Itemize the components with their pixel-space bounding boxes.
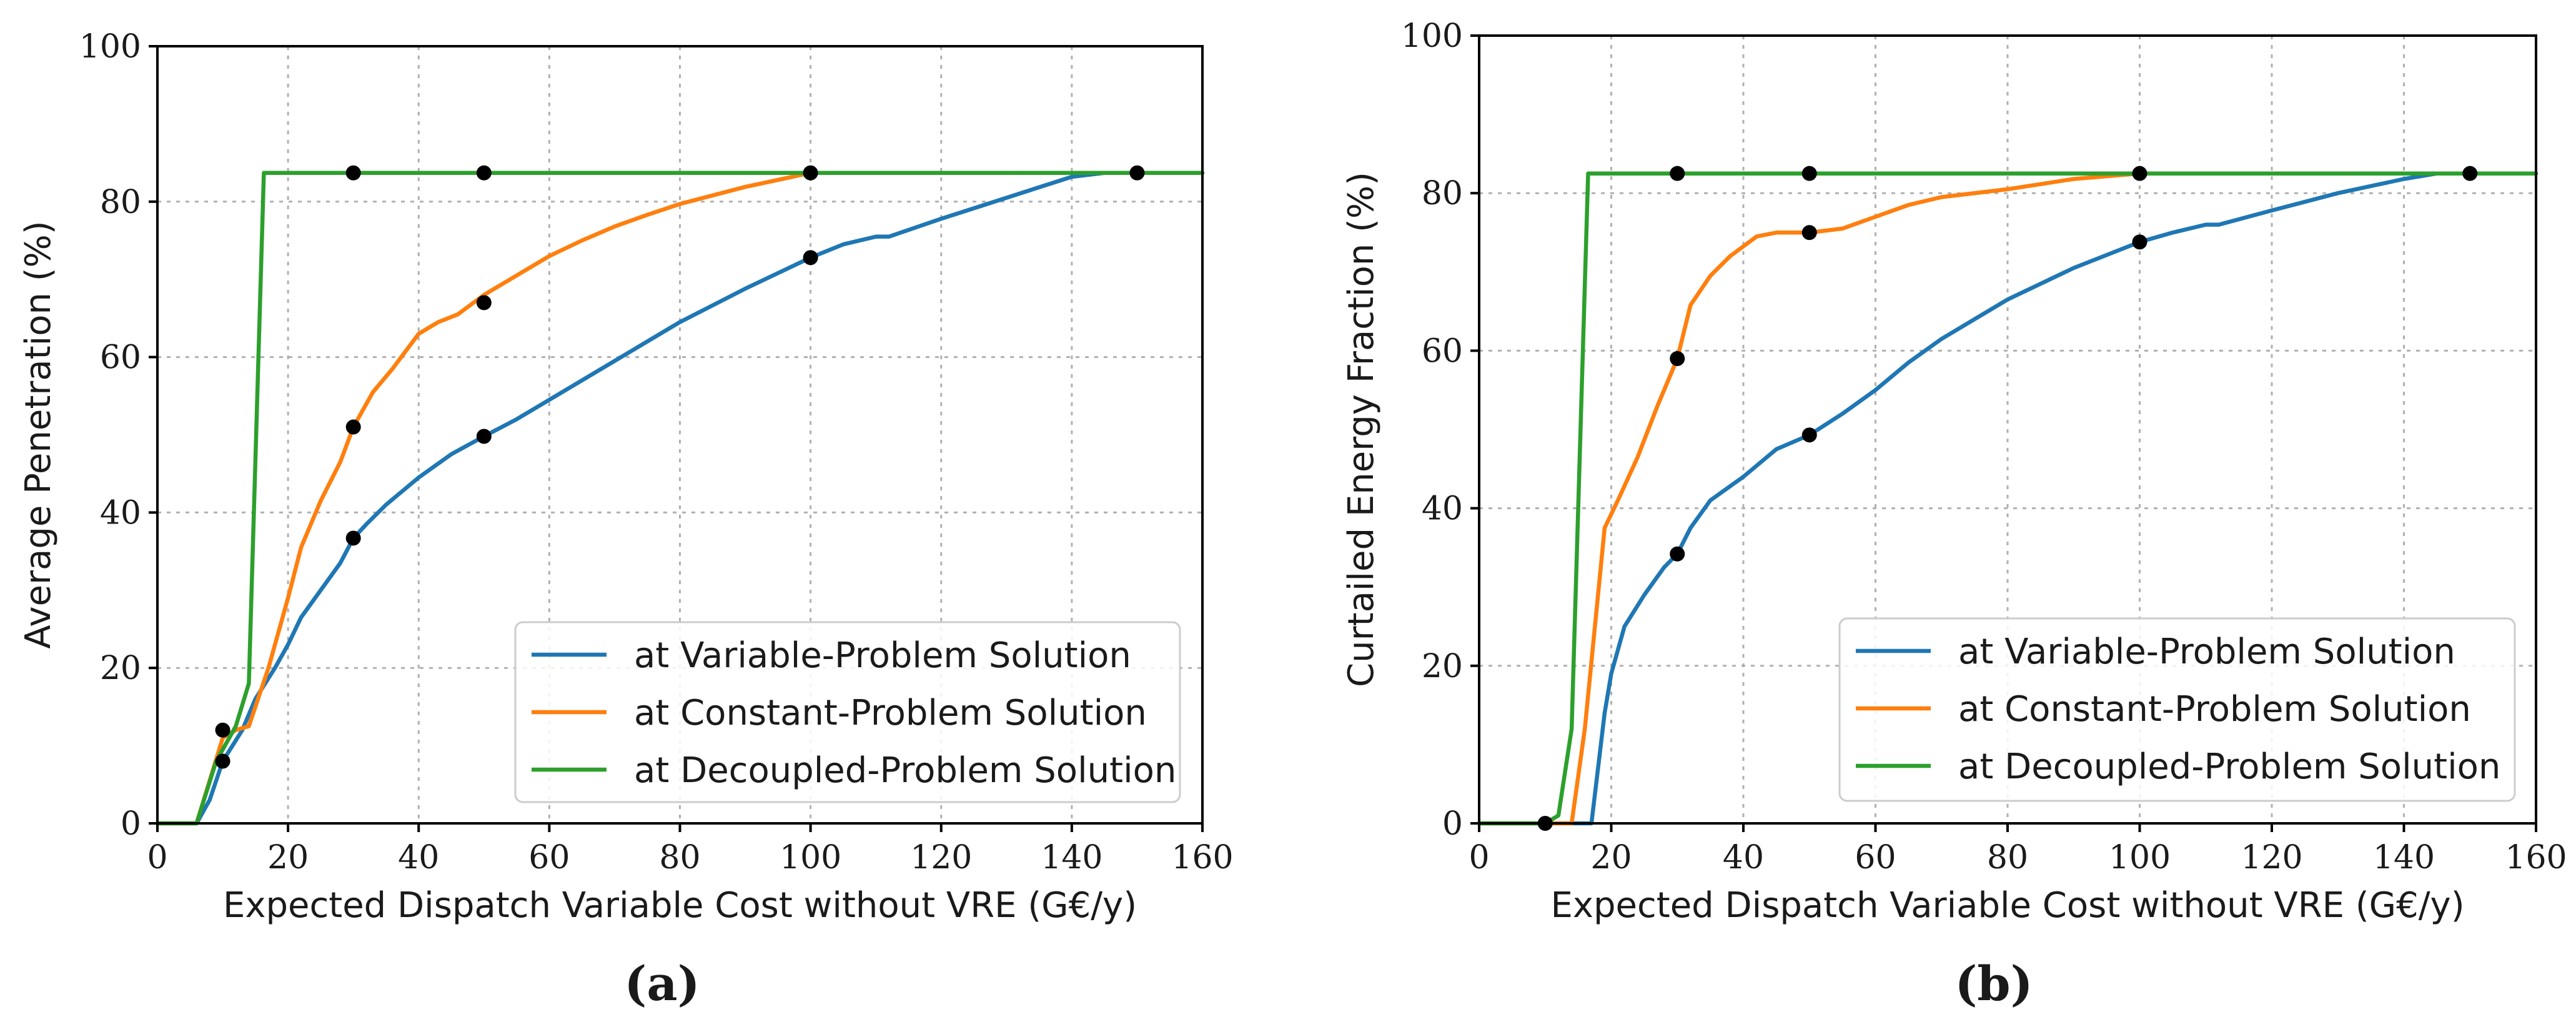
legend-label-constant: at Constant-Problem Solution	[1958, 689, 2471, 730]
x-tick-label: 0	[147, 839, 167, 876]
data-markers	[1537, 166, 2478, 831]
series-line-variable	[1477, 171, 2539, 826]
y-tick-label: 60	[1422, 332, 1463, 370]
x-tick-label: 40	[398, 839, 439, 876]
data-point-marker	[803, 165, 818, 181]
x-tick-label: 140	[2373, 839, 2435, 876]
legend-label-decoupled: at Decoupled-Problem Solution	[634, 750, 1176, 791]
x-axis-ticks: 0 20 40 60 80 100 120 140 160	[147, 823, 1234, 876]
series-line-constant	[155, 171, 1205, 826]
data-point-marker	[476, 295, 492, 310]
x-tick-label: 120	[910, 839, 972, 876]
y-tick-label: 100	[1401, 17, 1463, 55]
data-point-marker	[2132, 166, 2147, 181]
x-tick-label: 100	[2109, 839, 2171, 876]
x-tick-label: 80	[659, 839, 700, 876]
series-line-constant	[1477, 171, 2539, 826]
data-markers	[215, 165, 1145, 769]
x-tick-label: 120	[2241, 839, 2302, 876]
x-axis-ticks: 0 20 40 60 80 100 120 140 160	[1469, 823, 2567, 876]
data-point-marker	[476, 429, 492, 444]
y-tick-label: 0	[1442, 805, 1463, 843]
data-point-marker	[215, 722, 230, 738]
x-tick-label: 60	[528, 839, 570, 876]
data-point-marker	[345, 530, 361, 546]
y-tick-label: 40	[1422, 490, 1463, 528]
y-axis-ticks: 0 20 40 60 80 100	[1401, 17, 1479, 843]
legend-label-decoupled: at Decoupled-Problem Solution	[1958, 747, 2500, 787]
legend-box	[514, 621, 1181, 803]
y-tick-label: 20	[1422, 648, 1463, 685]
data-point-marker	[1670, 351, 1685, 367]
legend-box	[1838, 617, 2516, 802]
y-tick-label: 20	[100, 650, 141, 687]
panel-a-chart: 0 20 40 60 80 100 120 140 160 0 20 40 60 80 100 Expec…	[18, 28, 1234, 1011]
data-point-marker	[2462, 166, 2478, 181]
y-tick-label: 100	[79, 28, 141, 66]
series-line-decoupled	[155, 171, 1205, 826]
data-point-marker	[1129, 165, 1145, 181]
y-tick-label: 60	[100, 339, 141, 377]
panel-label: (a)	[624, 956, 700, 1011]
x-tick-label: 40	[1723, 839, 1764, 876]
data-point-marker	[215, 753, 230, 769]
x-tick-label: 160	[2505, 839, 2567, 876]
x-tick-label: 20	[1590, 839, 1632, 876]
data-point-marker	[803, 250, 818, 265]
legend-label-variable: at Variable-Problem Solution	[1958, 632, 2455, 672]
x-tick-label: 0	[1469, 839, 1489, 876]
legend: at Variable-Problem Solution at Constant…	[514, 621, 1181, 803]
series-lines	[155, 171, 1205, 826]
legend-label-constant: at Constant-Problem Solution	[634, 693, 1147, 733]
x-tick-label: 80	[1987, 839, 2028, 876]
data-point-marker	[1670, 546, 1685, 562]
y-tick-label: 80	[1422, 175, 1463, 212]
y-axis-ticks: 0 20 40 60 80 100	[79, 28, 157, 843]
data-point-marker	[2132, 234, 2147, 250]
x-axis-label: Expected Dispatch Variable Cost without …	[1550, 885, 2464, 926]
legend-label-variable: at Variable-Problem Solution	[634, 635, 1131, 676]
x-tick-label: 140	[1041, 839, 1102, 876]
series-line-variable	[155, 171, 1205, 826]
y-axis-label: Curtailed Energy Fraction (%)	[1341, 172, 1382, 687]
y-axis-label: Average Penetration (%)	[18, 221, 59, 648]
x-tick-label: 100	[780, 839, 841, 876]
data-point-marker	[1801, 166, 1817, 181]
data-point-marker	[345, 419, 361, 435]
y-tick-label: 80	[100, 184, 141, 221]
y-tick-label: 0	[121, 805, 141, 843]
data-point-marker	[476, 165, 492, 181]
x-axis-label: Expected Dispatch Variable Cost without …	[223, 885, 1137, 926]
x-tick-label: 60	[1855, 839, 1896, 876]
y-tick-label: 40	[100, 494, 141, 532]
data-point-marker	[1801, 225, 1817, 241]
panel-b-chart: 0 20 40 60 80 100 120 140 160 0 20 40 60 80 100 Expec…	[1341, 17, 2567, 1011]
legend: at Variable-Problem Solution at Constant…	[1838, 617, 2516, 802]
data-point-marker	[1670, 166, 1685, 181]
data-point-marker	[345, 165, 361, 181]
panel-label: (b)	[1954, 956, 2033, 1011]
x-tick-label: 160	[1171, 839, 1233, 876]
x-tick-label: 20	[267, 839, 309, 876]
data-point-marker	[1801, 427, 1817, 443]
